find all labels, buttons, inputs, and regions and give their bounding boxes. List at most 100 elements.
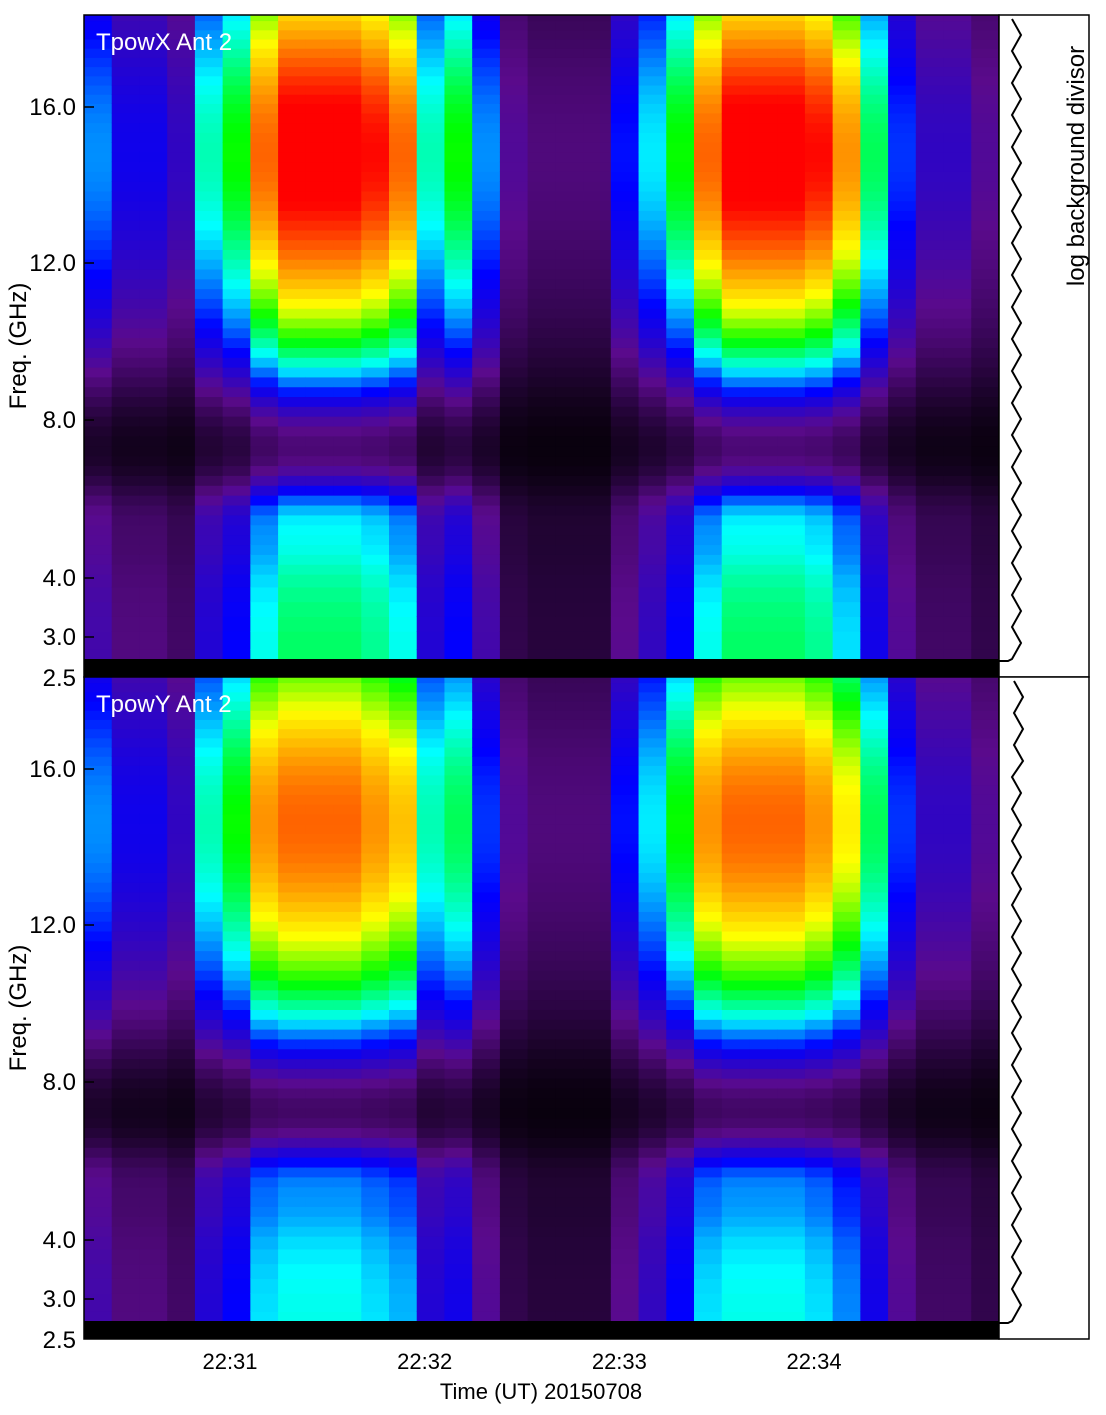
heatmap-cell xyxy=(84,756,113,766)
heatmap-cell xyxy=(222,960,251,971)
heatmap-cell xyxy=(638,1137,667,1148)
heatmap-cell xyxy=(444,425,473,437)
heatmap-cell xyxy=(194,1009,224,1020)
heatmap-cell xyxy=(499,564,529,575)
heatmap-cell xyxy=(583,151,612,163)
heatmap-cell xyxy=(416,445,446,457)
heatmap-cell xyxy=(361,691,390,702)
heatmap-cell xyxy=(666,122,695,133)
heatmap-cell xyxy=(444,357,473,368)
heatmap-cell xyxy=(610,396,640,407)
heatmap-cell xyxy=(84,1009,113,1020)
heatmap-cell xyxy=(749,142,778,153)
heatmap-cell xyxy=(610,999,640,1010)
heatmap-cell xyxy=(305,337,335,348)
heatmap-cell xyxy=(84,737,113,748)
heatmap-cell xyxy=(555,425,584,437)
heatmap-cell xyxy=(888,1038,917,1050)
heatmap-cell xyxy=(721,298,751,309)
heatmap-cell xyxy=(583,1087,612,1099)
heatmap-cell xyxy=(610,220,640,231)
heatmap-cell xyxy=(555,1186,584,1198)
heatmap-cell xyxy=(971,1186,1000,1198)
heatmap-cell xyxy=(194,122,224,133)
heatmap-cell xyxy=(721,1293,751,1312)
heatmap-cell xyxy=(666,161,695,172)
heatmap-cell xyxy=(610,1248,640,1265)
heatmap-cell xyxy=(777,1097,806,1109)
heatmap-cell xyxy=(888,94,917,104)
heatmap-cell xyxy=(499,1127,529,1138)
heatmap-cell xyxy=(721,357,751,368)
heatmap-cell xyxy=(638,691,667,702)
heatmap-cell xyxy=(305,813,335,825)
heatmap-cell xyxy=(333,616,362,632)
heatmap-cell xyxy=(832,327,861,339)
heatmap-cell xyxy=(194,475,224,486)
heatmap-cell xyxy=(832,347,861,358)
heatmap-cell xyxy=(333,794,362,805)
heatmap-cell xyxy=(278,700,307,711)
heatmap-cell xyxy=(111,268,141,280)
heatmap-cell xyxy=(694,103,723,114)
heatmap-cell xyxy=(222,940,251,952)
heatmap-cell xyxy=(499,1038,529,1050)
heatmap-cell xyxy=(139,1029,168,1040)
heatmap-cell xyxy=(389,970,418,981)
heatmap-cell xyxy=(610,1157,640,1168)
heatmap-cell xyxy=(555,495,584,506)
heatmap-cell xyxy=(222,376,251,388)
heatmap-cell xyxy=(888,564,917,575)
heatmap-cell xyxy=(222,601,251,617)
heatmap-cell xyxy=(888,950,917,961)
heatmap-cell xyxy=(84,901,113,912)
heatmap-cell xyxy=(167,1068,196,1079)
heatmap-cell xyxy=(361,862,390,873)
heatmap-cell xyxy=(139,465,168,476)
heatmap-cell xyxy=(638,794,667,805)
heatmap-cell xyxy=(416,122,446,133)
heatmap-cell xyxy=(721,386,751,398)
heatmap-cell xyxy=(694,1048,723,1060)
heatmap-cell xyxy=(638,1029,667,1040)
heatmap-cell xyxy=(694,66,723,77)
heatmap-cell xyxy=(749,151,778,163)
heatmap-cell xyxy=(222,259,251,270)
heatmap-cell xyxy=(888,308,917,319)
heatmap-cell xyxy=(943,1117,972,1129)
heatmap-cell xyxy=(860,455,889,467)
heatmap-cell xyxy=(389,940,418,952)
heatmap-cell xyxy=(139,1236,168,1250)
heatmap-cell xyxy=(860,181,889,192)
heatmap-cell xyxy=(111,327,141,339)
heatmap-cell xyxy=(888,190,917,202)
heatmap-cell xyxy=(416,719,446,730)
heatmap-cell xyxy=(499,190,529,202)
heatmap-cell xyxy=(638,1176,667,1188)
heatmap-cell xyxy=(971,691,1000,702)
heatmap-cell xyxy=(416,376,446,388)
heatmap-cell xyxy=(333,29,362,40)
heatmap-cell xyxy=(167,495,196,506)
heatmap-cell xyxy=(472,132,501,143)
heatmap-cell xyxy=(444,1029,473,1040)
heatmap-cell xyxy=(804,200,834,211)
heatmap-cell xyxy=(666,710,695,720)
heatmap-cell xyxy=(250,376,279,388)
heatmap-cell xyxy=(943,239,972,250)
heatmap-cell xyxy=(84,1107,113,1119)
heatmap-cell xyxy=(139,710,168,720)
heatmap-cell xyxy=(444,1186,473,1198)
heatmap-cell xyxy=(971,1147,1000,1158)
heatmap-cell xyxy=(610,677,640,684)
heatmap-cell xyxy=(666,435,695,447)
heatmap-cell xyxy=(194,1029,224,1040)
heatmap-cell xyxy=(915,1166,945,1178)
heatmap-cell xyxy=(666,1097,695,1109)
heatmap-cell xyxy=(416,564,446,575)
heatmap-cell xyxy=(278,677,307,684)
heatmap-cell xyxy=(472,524,501,536)
heatmap-cell xyxy=(361,259,390,270)
heatmap-cell xyxy=(666,746,695,757)
heatmap-cell xyxy=(971,48,1000,58)
